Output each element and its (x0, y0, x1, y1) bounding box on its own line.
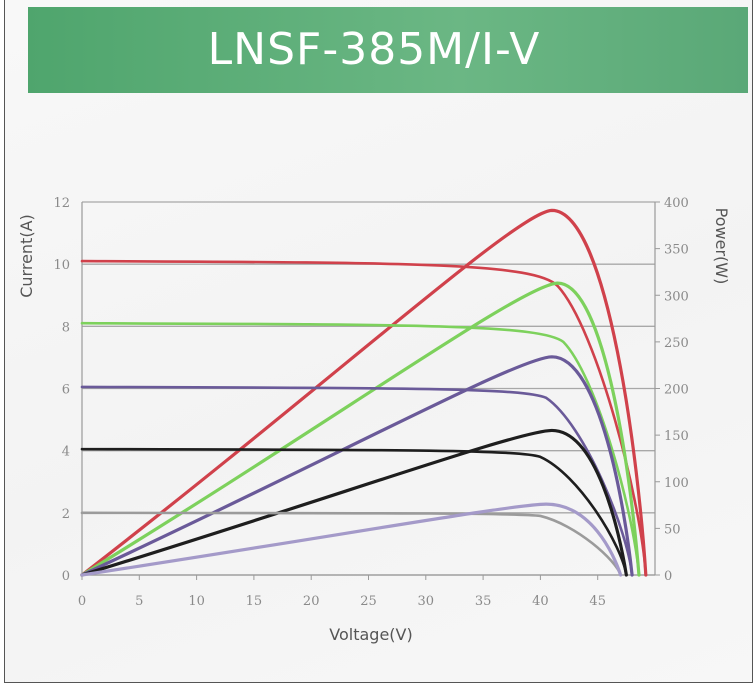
x-axis-label: Voltage(V) (329, 625, 412, 644)
x-tick-label: 20 (303, 594, 320, 609)
y-tick-label: 4 (62, 445, 70, 460)
power-curve-s800 (80, 281, 641, 577)
y2-tick-label: 200 (664, 383, 689, 398)
x-tick-label: 35 (475, 594, 492, 609)
x-tick-label: 10 (188, 594, 205, 609)
x-tick-label: 40 (532, 594, 549, 609)
x-tick-label: 25 (360, 594, 377, 609)
y2-tick-label: 0 (664, 569, 672, 584)
iv-curve-s400 (80, 447, 628, 577)
y2-tick-label: 300 (664, 289, 689, 304)
iv-curve-s1000 (80, 259, 648, 577)
y2-tick-label: 100 (664, 476, 689, 491)
y2-tick-label: 250 (664, 336, 689, 351)
y2-tick-label: 400 (664, 196, 689, 211)
y2-tick-label: 350 (664, 243, 689, 258)
y2-tick-label: 150 (664, 429, 689, 444)
iv-curve-s800 (80, 321, 641, 577)
y-tick-label: 0 (62, 569, 70, 584)
title-banner: LNSF-385M/I-V (28, 7, 748, 93)
power-curve-s200 (80, 502, 623, 577)
y-axis-label: Current(A) (17, 214, 36, 298)
y-tick-label: 6 (62, 383, 70, 398)
y-tick-label: 2 (62, 507, 70, 522)
y-tick-label: 10 (53, 258, 70, 273)
series-curves (80, 208, 648, 577)
y2-tick-label: 50 (664, 522, 681, 537)
y2-axis-label: Power(W) (712, 208, 731, 285)
y-tick-label: 12 (53, 196, 70, 211)
x-tick-label: 45 (589, 594, 606, 609)
chart-title: LNSF-385M/I-V (207, 24, 541, 75)
x-tick-label: 30 (418, 594, 435, 609)
power-curve-s1000 (80, 208, 648, 577)
power-curve-s400 (80, 428, 628, 577)
x-tick-label: 5 (135, 594, 143, 609)
y-tick-label: 8 (62, 320, 70, 335)
power-curve-s600 (80, 355, 634, 577)
iv-curve-s200 (80, 511, 622, 577)
iv-curve-s600 (80, 385, 634, 577)
x-tick-label: 0 (78, 594, 86, 609)
x-tick-label: 15 (246, 594, 263, 609)
